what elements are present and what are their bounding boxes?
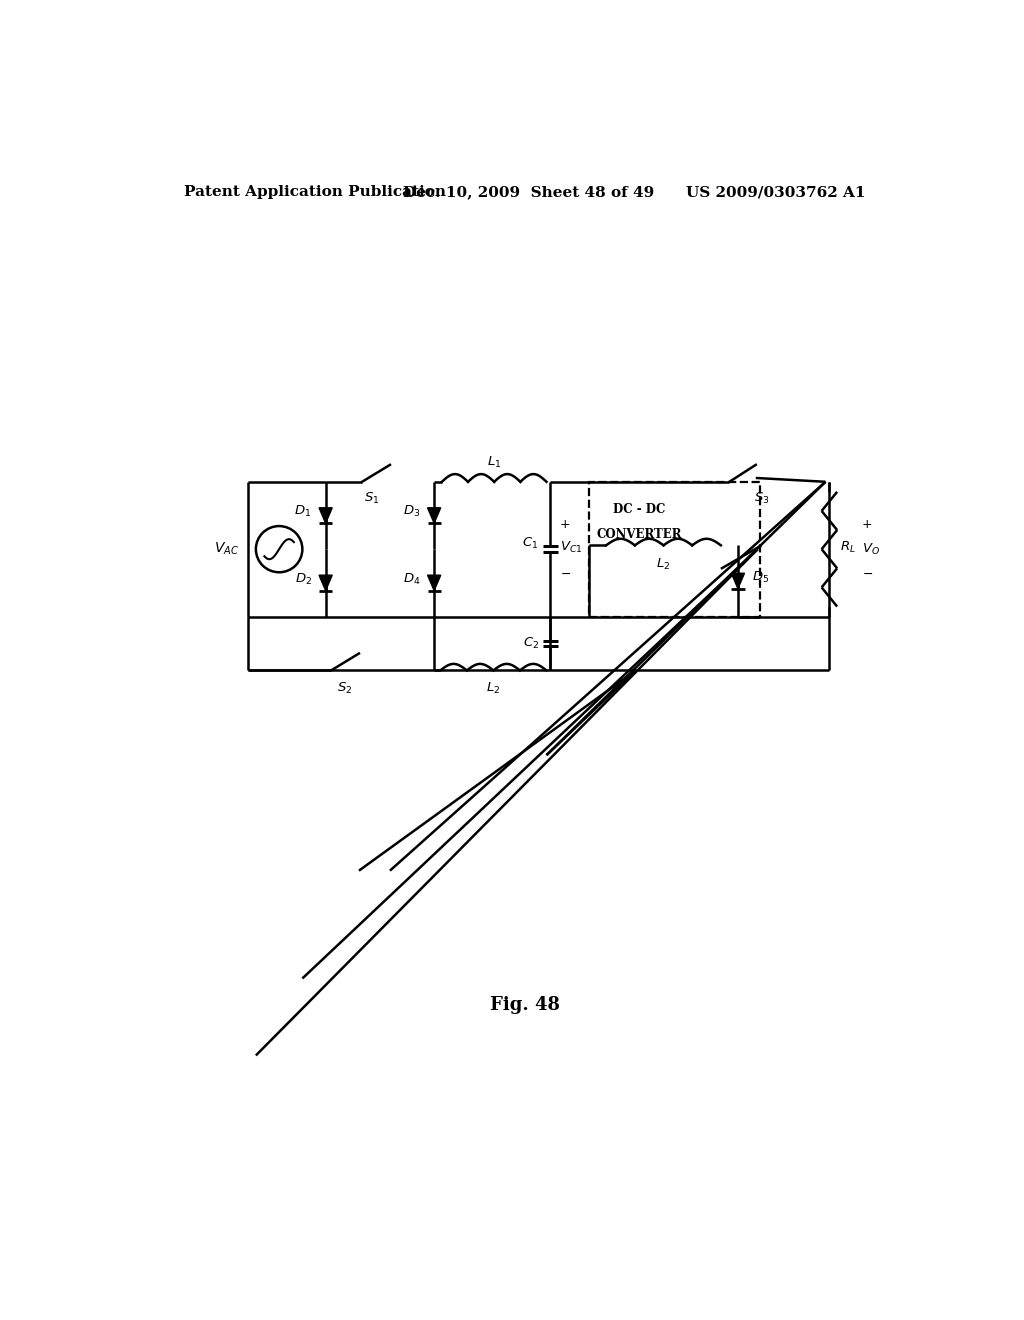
Text: Fig. 48: Fig. 48 xyxy=(489,997,560,1014)
Text: $D_3$: $D_3$ xyxy=(402,504,420,519)
Text: Patent Application Publication: Patent Application Publication xyxy=(183,185,445,199)
Text: $V_{AC}$: $V_{AC}$ xyxy=(214,541,239,557)
Text: $D_5$: $D_5$ xyxy=(752,569,769,585)
Text: CONVERTER: CONVERTER xyxy=(597,528,682,541)
Text: US 2009/0303762 A1: US 2009/0303762 A1 xyxy=(686,185,865,199)
Text: $V_{C1}$: $V_{C1}$ xyxy=(560,540,583,556)
Polygon shape xyxy=(731,573,744,589)
Text: $S_2$: $S_2$ xyxy=(337,681,352,697)
Text: DC - DC: DC - DC xyxy=(613,503,666,516)
Text: +: + xyxy=(560,517,570,531)
Text: $L_2$: $L_2$ xyxy=(486,681,501,697)
Text: Dec. 10, 2009  Sheet 48 of 49: Dec. 10, 2009 Sheet 48 of 49 xyxy=(403,185,654,199)
Text: $S_3$: $S_3$ xyxy=(755,491,770,506)
Text: $R_L$: $R_L$ xyxy=(841,540,856,556)
Polygon shape xyxy=(428,576,440,590)
Text: +: + xyxy=(862,517,872,531)
Text: $V_O$: $V_O$ xyxy=(862,541,880,557)
Text: $C_1$: $C_1$ xyxy=(522,536,539,550)
Text: $D_1$: $D_1$ xyxy=(295,504,311,519)
Text: $D_4$: $D_4$ xyxy=(402,572,420,586)
Polygon shape xyxy=(319,576,332,590)
Text: $C_2$: $C_2$ xyxy=(522,636,539,651)
Polygon shape xyxy=(428,508,440,523)
Text: $L_1$: $L_1$ xyxy=(487,455,502,470)
Text: $-$: $-$ xyxy=(862,568,873,581)
Text: $-$: $-$ xyxy=(560,568,570,581)
Text: $D_2$: $D_2$ xyxy=(295,572,311,586)
Text: $S_1$: $S_1$ xyxy=(365,491,380,506)
Text: $L_2$: $L_2$ xyxy=(656,557,671,572)
Polygon shape xyxy=(319,508,332,523)
